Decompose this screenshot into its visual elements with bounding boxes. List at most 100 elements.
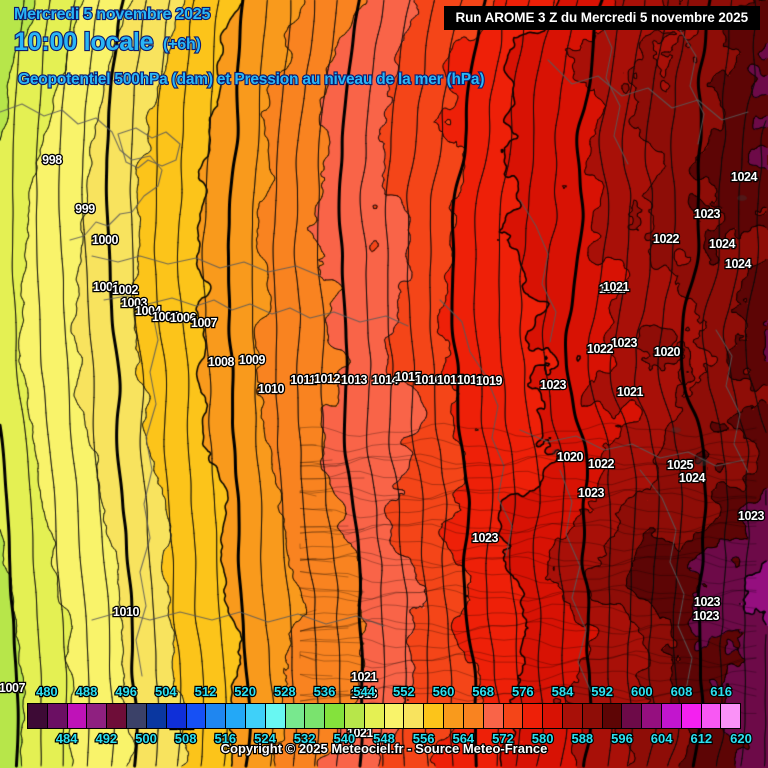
colorbar-swatch bbox=[662, 704, 682, 728]
map-date-label: Mercredi 5 novembre 2025 bbox=[13, 5, 212, 24]
colorbar-tick-label: 524 bbox=[253, 730, 277, 747]
colorbar-swatch bbox=[543, 704, 563, 728]
colorbar-swatch bbox=[325, 704, 345, 728]
colorbar-tick-label: 512 bbox=[193, 683, 217, 700]
isobar-label: 1023 bbox=[577, 485, 606, 502]
colorbar-swatch bbox=[444, 704, 464, 728]
isobar-label: 1012 bbox=[313, 371, 342, 388]
isobar-label: 1023 bbox=[693, 206, 722, 223]
isobar-label: 1023 bbox=[692, 608, 721, 625]
colorbar-swatch bbox=[28, 704, 48, 728]
colorbar-swatch bbox=[107, 704, 128, 728]
colorbar-swatch bbox=[226, 704, 246, 728]
colorbar-tick-label: 572 bbox=[491, 730, 515, 747]
isobar-label: 1016 bbox=[414, 372, 443, 389]
isobar-label: 1021 bbox=[350, 669, 379, 686]
colorbar-tick-label: 516 bbox=[213, 730, 237, 747]
isobar-label: 1021 bbox=[616, 384, 645, 401]
isobar-label: 1021 bbox=[602, 279, 631, 296]
colorbar-tick-label: 568 bbox=[471, 683, 495, 700]
colorbar-swatch bbox=[186, 704, 207, 728]
isobar-label: 1018 bbox=[456, 372, 485, 389]
colorbar-tick-label: 560 bbox=[431, 683, 455, 700]
isobar-label: 1007 bbox=[190, 315, 219, 332]
colorbar-tick-label: 576 bbox=[511, 683, 535, 700]
colorbar-tick-label: 536 bbox=[312, 683, 336, 700]
isobar-label: 1013 bbox=[340, 372, 369, 389]
isobar-label: 1002 bbox=[111, 282, 140, 299]
isobar-label: 1023 bbox=[693, 594, 722, 611]
colorbar-tick-label: 480 bbox=[35, 683, 59, 700]
colorbar-tick-label: 528 bbox=[273, 683, 297, 700]
colorbar-swatch bbox=[642, 704, 662, 728]
colorbar-swatch bbox=[562, 704, 583, 728]
colorbar-tick-label: 544 bbox=[352, 683, 376, 700]
map-leadtime-label: (+6h) bbox=[162, 35, 202, 54]
colorbar-swatch bbox=[602, 704, 623, 728]
colorbar-swatch bbox=[127, 704, 147, 728]
colorbar-tick-label: 500 bbox=[134, 730, 158, 747]
isobar-label: 1022 bbox=[586, 341, 615, 358]
colorbar-swatch bbox=[206, 704, 227, 728]
isobar-label: 1023 bbox=[737, 508, 766, 525]
isobar-label: 1010 bbox=[112, 604, 141, 621]
isobar-label: 1001 bbox=[92, 279, 121, 296]
isobar-label: 1013 bbox=[350, 686, 379, 703]
colorbar-swatch bbox=[681, 704, 702, 728]
colorbar-swatch bbox=[622, 704, 643, 728]
isobar-label: 1003 bbox=[120, 295, 149, 312]
colorbar-tick-label: 548 bbox=[372, 730, 396, 747]
colorbar-swatch bbox=[67, 704, 88, 728]
isobar-label: 998 bbox=[41, 152, 64, 169]
map-time-label: 10:00 locale bbox=[13, 27, 155, 57]
colorbar-tick-label: 540 bbox=[332, 730, 356, 747]
colorbar-tick-label: 564 bbox=[451, 730, 475, 747]
colorbar-swatch bbox=[265, 704, 286, 728]
isobar-label: 1011 bbox=[289, 372, 317, 389]
colorbar-tick-label: 580 bbox=[531, 730, 555, 747]
colorbar-swatch bbox=[582, 704, 603, 728]
colorbar-tick-label: 556 bbox=[412, 730, 436, 747]
colorbar-swatch bbox=[483, 704, 504, 728]
colorbar-swatch bbox=[503, 704, 524, 728]
colorbar-swatch bbox=[285, 704, 306, 728]
isobar-label: 1024 bbox=[708, 236, 737, 253]
isobar-label: 1010 bbox=[257, 381, 286, 398]
colorbar-tick-label: 532 bbox=[293, 730, 317, 747]
colorbar-tick-label: 508 bbox=[174, 730, 198, 747]
copyright-label: Copyright © 2025 Meteociel.fr - Source M… bbox=[219, 740, 548, 757]
colorbar-tick-label: 492 bbox=[94, 730, 118, 747]
colorbar-tick-label: 496 bbox=[114, 683, 138, 700]
colorbar-swatch bbox=[364, 704, 385, 728]
colorbar-swatch bbox=[404, 704, 425, 728]
isobar-label: 1021 bbox=[598, 281, 627, 298]
colorbar-swatch bbox=[47, 704, 68, 728]
colorbar-tick-label: 608 bbox=[669, 683, 693, 700]
colorbar-tick-label: 520 bbox=[233, 683, 257, 700]
colorbar-swatch bbox=[721, 704, 741, 728]
colorbar-tick-label: 604 bbox=[650, 730, 674, 747]
isobar-label: 1023 bbox=[539, 377, 568, 394]
isobar-label: 1023 bbox=[471, 530, 500, 547]
isobar-label: 999 bbox=[74, 201, 97, 218]
isobar-label: 1009 bbox=[238, 352, 267, 369]
colorbar-tick-label: 504 bbox=[154, 683, 178, 700]
colorbar[interactable] bbox=[27, 703, 741, 729]
colorbar-tick-label: 596 bbox=[610, 730, 634, 747]
isobar-label: 1022 bbox=[587, 456, 616, 473]
isobar-label: 1025 bbox=[666, 457, 695, 474]
isobar-label: 1019 bbox=[475, 373, 504, 390]
colorbar-swatch bbox=[166, 704, 187, 728]
colorbar-swatch bbox=[305, 704, 326, 728]
colorbar-swatch bbox=[345, 704, 365, 728]
isobar-label: 1006 bbox=[169, 310, 198, 327]
colorbar-swatch bbox=[245, 704, 266, 728]
isobar-label: 1022 bbox=[652, 231, 681, 248]
isobar-label: 1024 bbox=[678, 470, 707, 487]
isobar-label: 1023 bbox=[610, 335, 639, 352]
colorbar-tick-label: 600 bbox=[630, 683, 654, 700]
map-parameter-label: Geopotentiel 500hPa (dam) et Pression au… bbox=[17, 70, 486, 89]
model-run-banner: Run AROME 3 Z du Mercredi 5 novembre 202… bbox=[443, 6, 760, 30]
